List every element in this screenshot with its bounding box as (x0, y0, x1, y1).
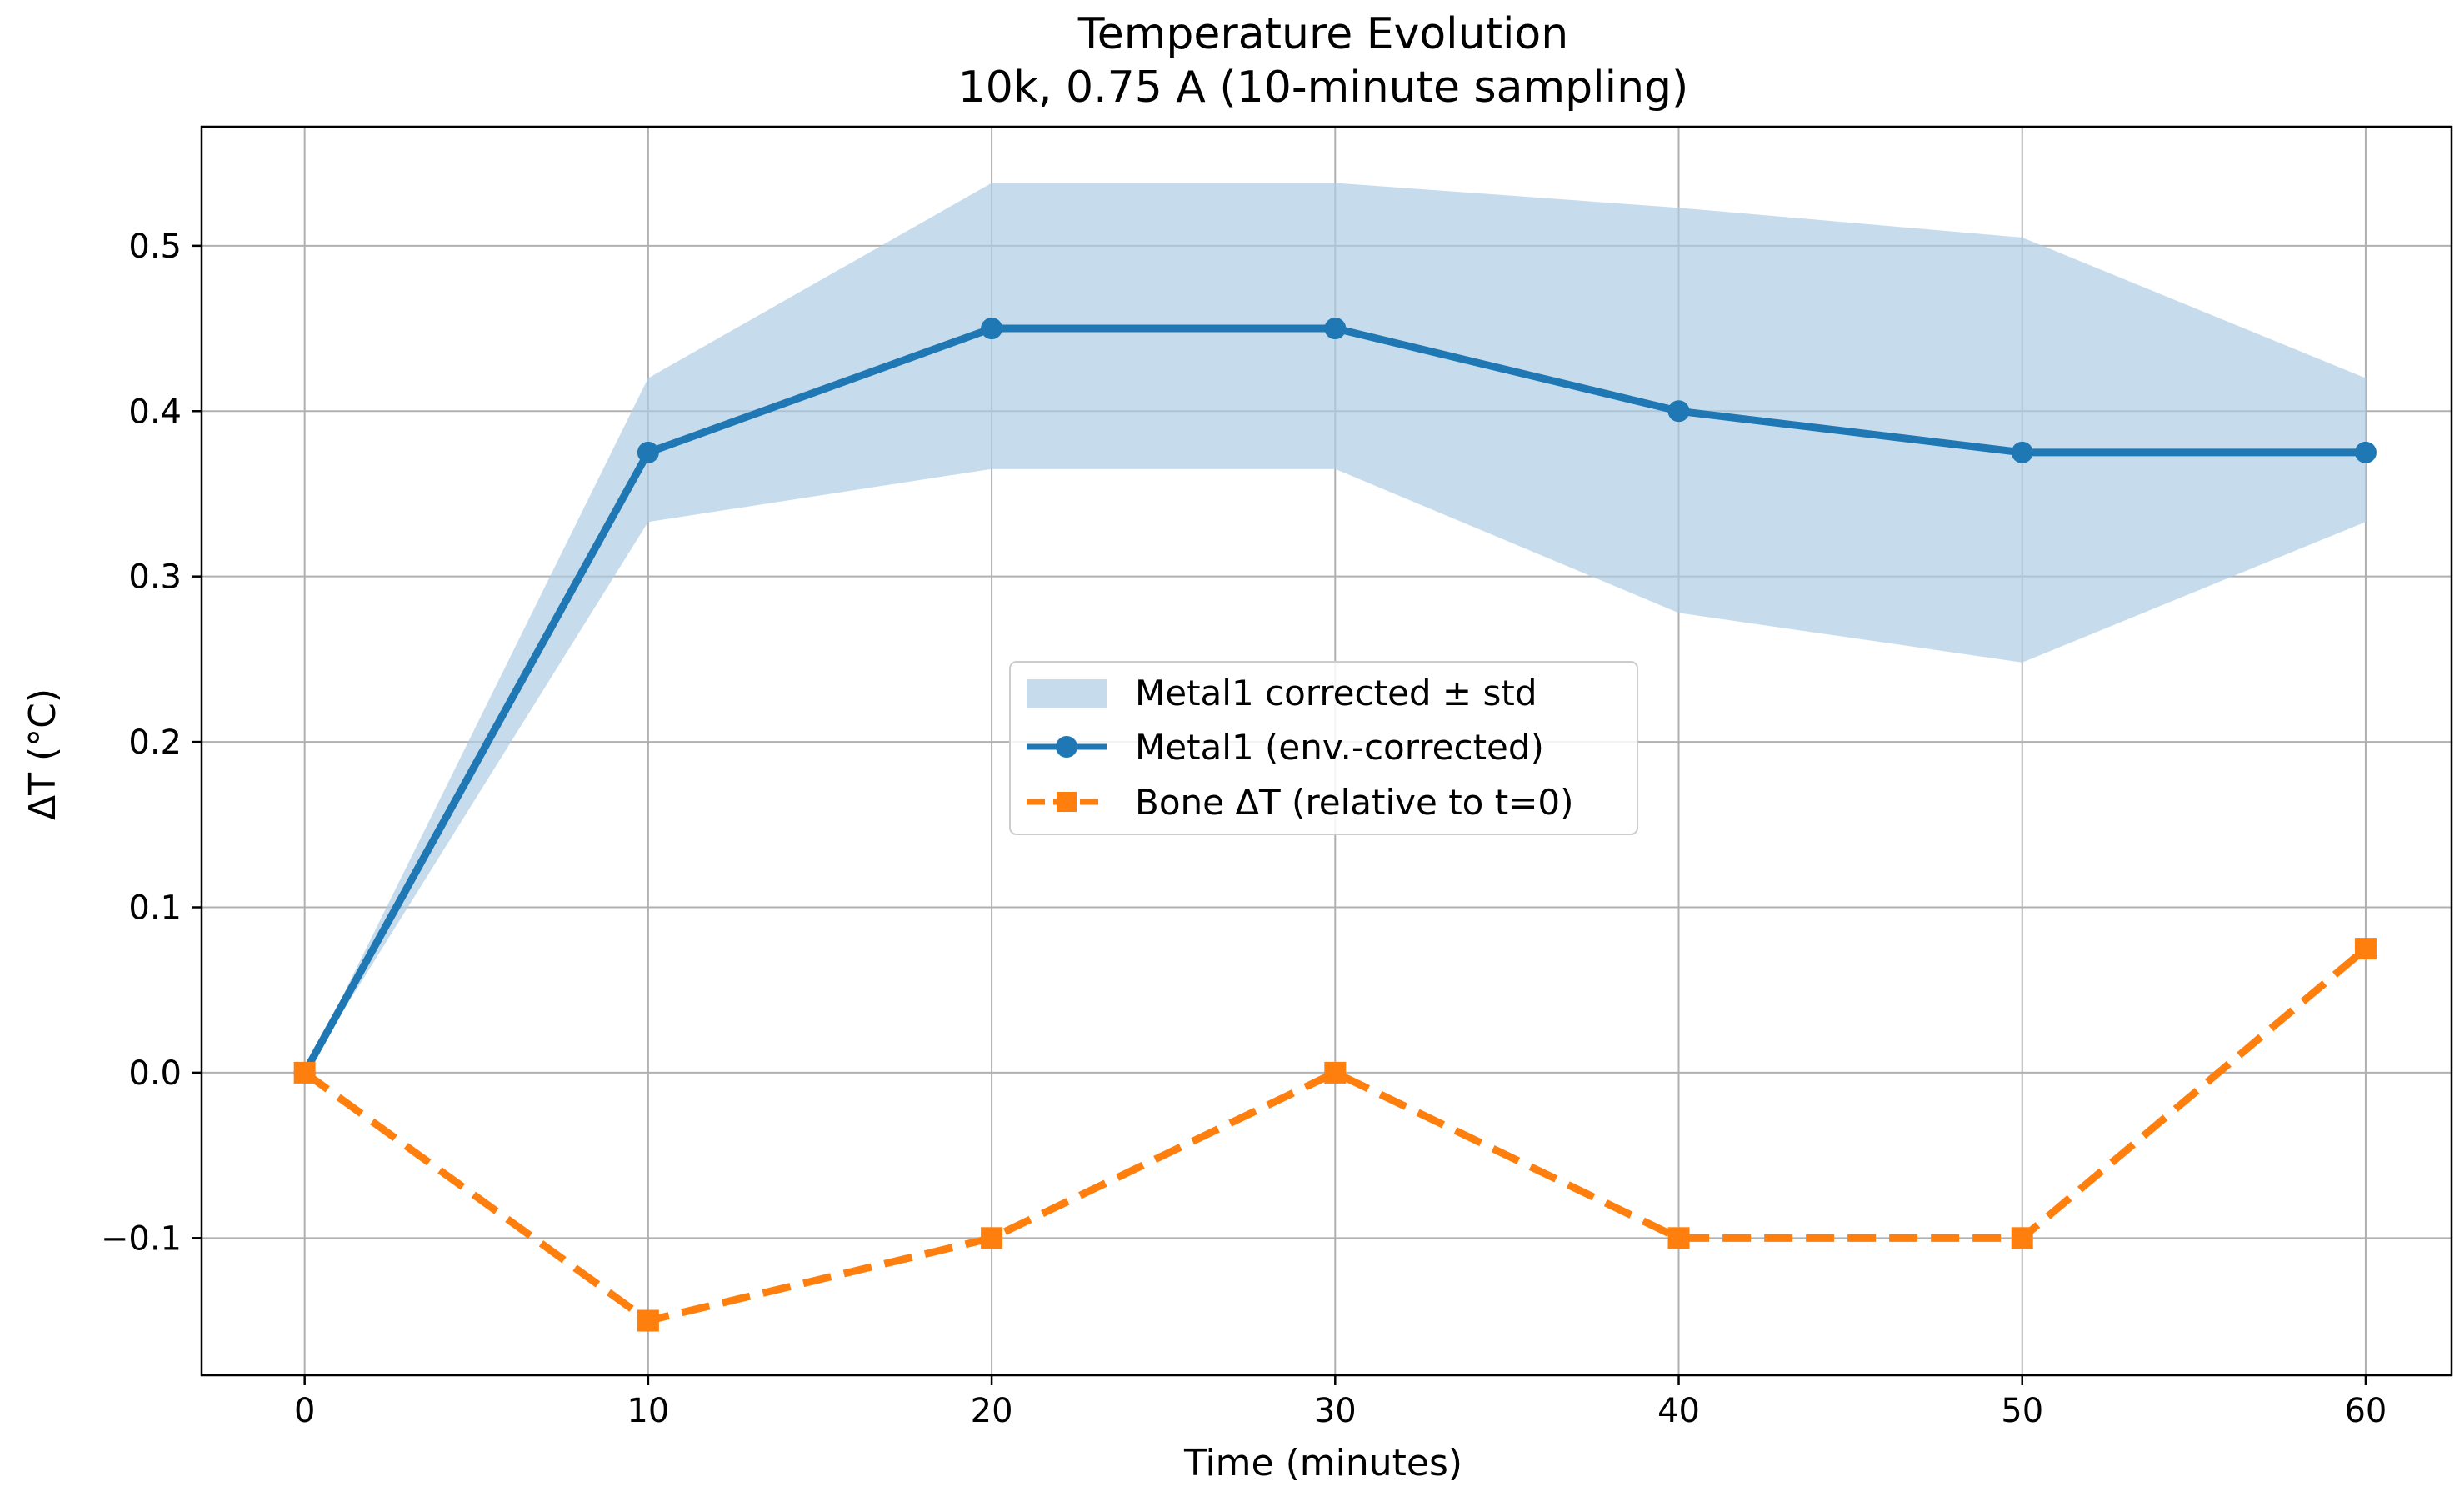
y-tick-label: 0.1 (128, 889, 182, 927)
x-tick-label: 60 (2344, 1392, 2387, 1430)
metal1-point (1667, 400, 1690, 423)
bone-point (2354, 938, 2377, 960)
std-band-layer (304, 183, 2366, 1073)
std-band (304, 183, 2366, 1073)
metal1-point (637, 441, 659, 463)
metal1-point (1324, 318, 1347, 340)
legend-label-bone: Bone ΔT (relative to t=0) (1135, 782, 1574, 823)
legend-marker-bone (1057, 792, 1077, 812)
y-axis-label: ΔT (°C) (22, 688, 64, 820)
series-layer (293, 318, 2377, 1332)
x-tick-label: 0 (294, 1392, 315, 1430)
y-axis-ticks: −0.1 0.0 0.1 0.2 0.3 0.4 0.5 (101, 228, 202, 1258)
x-tick-label: 40 (1657, 1392, 1700, 1430)
bone-point (293, 1061, 316, 1084)
legend: Metal1 corrected ± std Metal1 (env.-corr… (1009, 661, 1638, 835)
metal1-point (981, 318, 1003, 340)
x-axis-ticks: 0 10 20 30 40 50 60 (294, 1375, 2387, 1430)
bone-point (2011, 1227, 2033, 1249)
y-tick-label: 0.4 (128, 393, 182, 431)
y-tick-label: 0.2 (128, 723, 182, 762)
legend-band-swatch (1027, 679, 1107, 708)
legend-box (1009, 661, 1638, 835)
x-tick-label: 10 (627, 1392, 669, 1430)
y-tick-label: 0.0 (128, 1054, 182, 1093)
bone-point (637, 1309, 659, 1332)
metal1-point (2011, 441, 2033, 463)
y-tick-label: 0.5 (128, 228, 182, 266)
legend-label-band: Metal1 corrected ± std (1135, 673, 1537, 713)
legend-marker-metal1 (1056, 736, 1077, 758)
chart-subtitle: 10k, 0.75 A (10-minute sampling) (958, 63, 1689, 113)
metal1-point (2354, 441, 2377, 463)
plot-area-frame (200, 125, 2453, 1377)
bone-point (1324, 1061, 1347, 1084)
y-tick-label: −0.1 (101, 1219, 182, 1258)
bone-point (1667, 1227, 1690, 1249)
x-tick-label: 30 (1314, 1392, 1357, 1430)
y-tick-label: 0.3 (128, 558, 182, 597)
x-axis-label: Time (minutes) (1183, 1442, 1462, 1484)
legend-label-metal1: Metal1 (env.-corrected) (1135, 727, 1544, 768)
chart-title: Temperature Evolution (1077, 9, 1568, 59)
x-tick-label: 50 (2001, 1392, 2043, 1430)
bone-point (981, 1227, 1003, 1249)
x-tick-label: 20 (971, 1392, 1013, 1430)
